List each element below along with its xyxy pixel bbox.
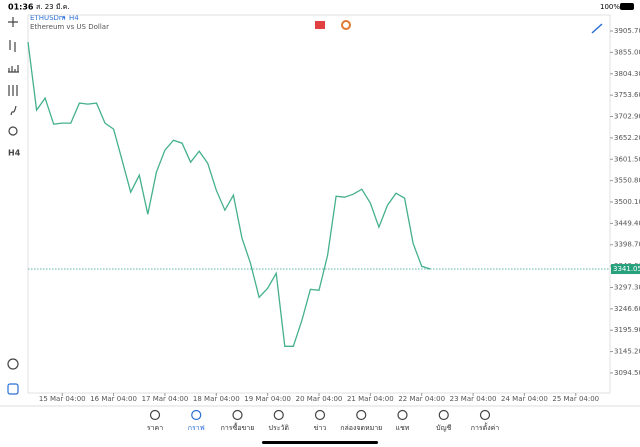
search-icon[interactable]: [7, 358, 19, 370]
draw-icon[interactable]: [591, 23, 603, 34]
price-line: [27, 42, 431, 347]
toolbar-label[interactable]: กราฟ: [188, 424, 205, 432]
objects-icon[interactable]: [8, 126, 18, 136]
y-tick-label: 3804.30: [614, 70, 640, 78]
y-tick-label: 3297.30: [614, 283, 640, 291]
toolbar-label[interactable]: ราคา: [147, 424, 163, 432]
volume-icon[interactable]: [8, 65, 19, 73]
timeframe[interactable]: H4: [69, 14, 79, 22]
symbol[interactable]: ETHUSDm: [30, 14, 66, 22]
toolbar-label[interactable]: แชท: [396, 424, 410, 432]
y-tick-label: 3246.60: [614, 305, 640, 313]
toolbar-icon[interactable]: [397, 409, 408, 421]
y-tick-label: 3094.50: [614, 369, 640, 377]
app-icon[interactable]: [7, 383, 19, 395]
toolbar-icon[interactable]: [191, 409, 202, 421]
x-tick-label: 18 Mar 04:00: [193, 395, 240, 403]
dot: •: [62, 14, 66, 22]
battery-icon: [620, 3, 634, 10]
candles-icon[interactable]: [9, 40, 16, 52]
x-tick-label: 22 Mar 04:00: [398, 395, 445, 403]
y-tick-label: 3145.20: [614, 348, 640, 356]
plot-frame: [27, 14, 611, 394]
function-icon[interactable]: [10, 105, 17, 116]
toolbar-label[interactable]: การตั้งค่า: [471, 421, 500, 432]
toolbar-label[interactable]: บัญชี: [436, 424, 451, 432]
y-tick-label: 3449.40: [614, 219, 640, 227]
y-tick-label: 3753.60: [614, 91, 640, 99]
x-tick-label: 21 Mar 04:00: [347, 395, 394, 403]
y-tick-label: 3500.10: [614, 198, 640, 206]
x-tick-label: 17 Mar 04:00: [142, 395, 189, 403]
y-tick-label: 3702.90: [614, 113, 640, 121]
y-tick-label: 3905.70: [614, 27, 640, 35]
x-tick-label: 15 Mar 04:00: [39, 395, 86, 403]
current-price-box: [611, 264, 640, 275]
toolbar-label[interactable]: ประวัติ: [269, 424, 290, 432]
toolbar-icon[interactable]: [149, 409, 161, 421]
home-indicator: [262, 441, 378, 444]
toolbar-label[interactable]: การซื้อขาย: [221, 421, 255, 432]
y-tick-label: 3550.80: [614, 177, 640, 185]
y-tick-label: 3398.70: [614, 241, 640, 249]
toolbar-icon[interactable]: [479, 409, 491, 421]
y-tick-label: 3855.00: [614, 48, 640, 56]
toolbar-icon[interactable]: [273, 409, 284, 421]
toolbar-label[interactable]: ข่าว: [314, 424, 327, 432]
x-tick-label: 24 Mar 04:00: [501, 395, 548, 403]
x-tick-label: 20 Mar 04:00: [296, 395, 343, 403]
toolbar-icon[interactable]: [232, 409, 243, 421]
y-tick-label: 3195.90: [614, 326, 640, 334]
current-price-label: 3341.05: [613, 265, 640, 273]
x-tick-label: 19 Mar 04:00: [244, 395, 291, 403]
status-time: 01:36: [8, 3, 34, 12]
y-tick-label: 3601.50: [614, 155, 640, 163]
indicators-icon[interactable]: [8, 85, 18, 96]
x-tick-label: 16 Mar 04:00: [90, 395, 137, 403]
toolbar-icon[interactable]: [356, 409, 367, 421]
x-tick-label: 23 Mar 04:00: [450, 395, 497, 403]
buy-sell-icon[interactable]: [315, 21, 325, 29]
crosshair-icon[interactable]: [8, 17, 18, 27]
x-tick-label: 25 Mar 04:00: [552, 395, 599, 403]
status-date: ส. 23 มี.ค.: [36, 3, 70, 11]
toolbar-icon[interactable]: [438, 409, 449, 421]
toolbar-label[interactable]: กล่องจดหมาย: [340, 424, 382, 432]
status-battery: 100%: [600, 3, 620, 11]
quick-icon[interactable]: [341, 20, 351, 30]
subtitle: Ethereum vs US Dollar: [30, 23, 109, 31]
sidebar-timeframe[interactable]: H4: [8, 149, 21, 158]
toolbar-icon[interactable]: [314, 409, 326, 421]
y-tick-label: 3652.20: [614, 134, 640, 142]
